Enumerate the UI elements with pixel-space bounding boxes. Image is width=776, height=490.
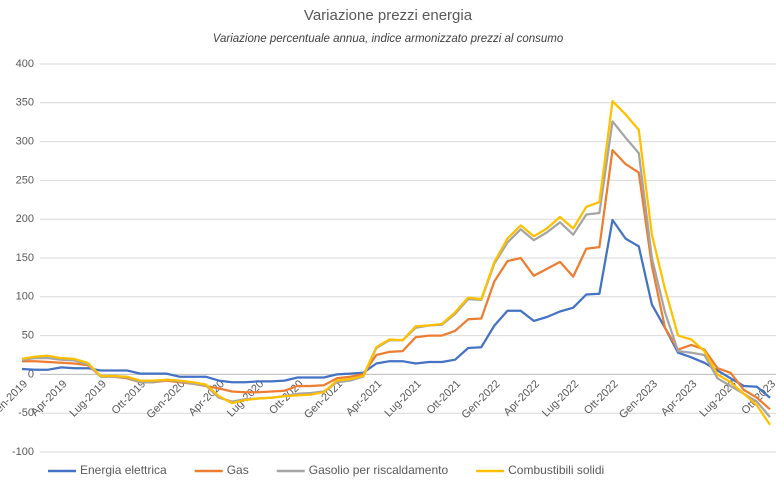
series-line [21,100,771,426]
legend-label: Gas [227,463,249,477]
x-tick-label: Gen-2023 [617,378,660,421]
x-tick-label: Apr-2023 [659,378,699,418]
x-tick-label: Apr-2022 [501,378,541,418]
y-tick-label: 400 [16,58,34,70]
y-tick-label: 350 [16,97,34,109]
chart-subtitle: Variazione percentuale annua, indice arm… [213,33,564,45]
y-tick-label: 250 [16,174,34,186]
x-tick-label: Apr-2021 [344,378,384,418]
x-tick-label: Ott-2022 [582,378,621,417]
series-line [21,218,771,399]
chart-title: Variazione prezzi energia [304,7,473,24]
y-tick-label: 200 [16,213,34,225]
x-tick-label: Gen-2020 [145,378,188,421]
y-tick-label: 150 [16,252,34,264]
legend-label: Energia elettrica [80,463,167,477]
y-tick-label: 0 [28,368,34,380]
y-tick-label: 50 [22,330,34,342]
x-tick-label: Ott-2019 [110,378,149,417]
y-tick-label: -50 [18,407,34,419]
legend-label: Gasolio per riscaldamento [309,463,449,477]
x-tick-label: Ott-2021 [424,378,463,417]
y-tick-label: 300 [16,136,34,148]
x-tick-label: Gen-2022 [460,378,503,421]
legend-label: Combustibili solidi [508,463,604,477]
y-tick-label: 100 [16,291,34,303]
y-tick-label: -100 [12,446,34,458]
x-tick-label: Apr-2019 [29,378,69,418]
